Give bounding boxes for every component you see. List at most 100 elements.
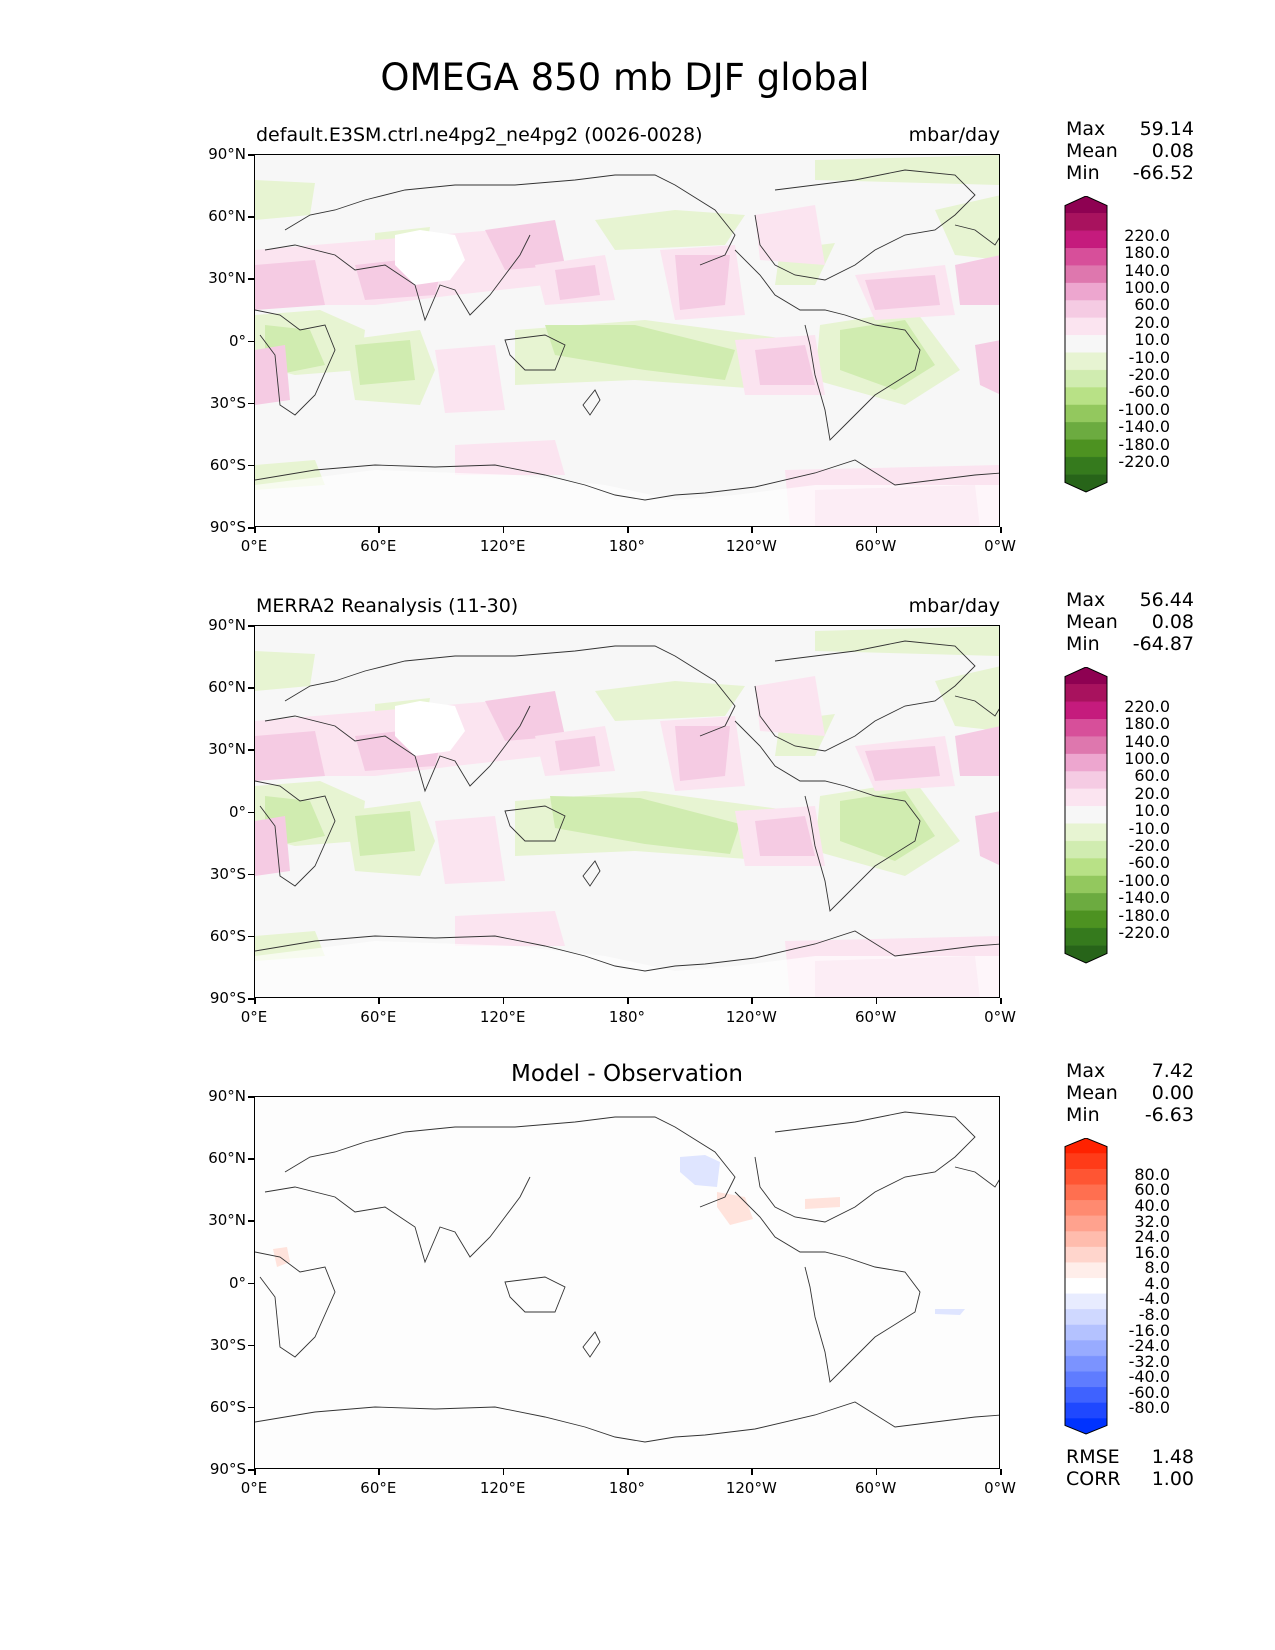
cbar1-swatch (1064, 230, 1108, 249)
panel1-ytick-mark (248, 340, 254, 342)
panel1-max-label: Max (1066, 118, 1106, 140)
cbar2-tick-label: -20.0 (1128, 836, 1170, 855)
panel1-ytick-label: 60°S (209, 455, 246, 474)
panel3-xtick-label: 180° (608, 1479, 646, 1497)
cbar3-tick-label: -4.0 (1138, 1289, 1170, 1309)
corr-value: 1.00 (1151, 1468, 1194, 1490)
cbar1-swatch (1064, 369, 1108, 388)
panel2-ytick-label: 30°N (208, 740, 246, 759)
panel1-ytick-mark (248, 154, 254, 156)
cbar3-swatch (1064, 1153, 1108, 1170)
cbar1-swatch (1064, 439, 1108, 458)
cbar1-swatch (1064, 300, 1108, 319)
panel2-xtick-mark (627, 998, 629, 1004)
cbar2-swatch (1064, 945, 1108, 964)
panel1-ytick-label: 30°N (208, 269, 246, 288)
panel3-colorbar (1064, 1137, 1108, 1440)
panel3-xtick-label: 120°E (479, 1479, 526, 1497)
cbar3-swatch (1064, 1371, 1108, 1388)
panel2-max-label: Max (1066, 589, 1106, 611)
panel1-xtick-mark (254, 527, 256, 533)
cbar1-swatch (1064, 213, 1108, 232)
cbar1-tick-label: -20.0 (1128, 365, 1170, 384)
panel2-xtick-mark (751, 998, 753, 1004)
panel2-ytick-mark (248, 749, 254, 751)
panel1-min-label: Min (1066, 162, 1100, 184)
cbar3-swatches (1064, 1137, 1108, 1435)
panel1-ytick-label: 30°S (209, 393, 246, 412)
panel3-ytick-mark (248, 1406, 254, 1409)
cbar3-swatch (1064, 1262, 1108, 1279)
cbar3-swatch (1064, 1200, 1108, 1217)
cbar2-swatch (1064, 684, 1108, 703)
panel3-ytick-mark (248, 1096, 254, 1098)
cbar2-tick-label: 20.0 (1134, 783, 1170, 803)
panel1-xtick-mark (751, 527, 753, 533)
panel3-xtick-mark (627, 1469, 629, 1475)
panel1-ytick-label: 90°N (208, 145, 246, 163)
panel1-min-value: -66.52 (1132, 162, 1194, 184)
panel3-xtick-label: 0°E (240, 1479, 268, 1497)
panel1-xtick-label: 0°E (240, 537, 268, 555)
panel2-max-value: 56.44 (1139, 589, 1194, 611)
cbar3-swatch (1064, 1355, 1108, 1372)
panel1-xtick-label: 0°W (984, 537, 1016, 555)
cbar3-tick-label: -40.0 (1128, 1367, 1170, 1387)
cbar1-tick-label: -100.0 (1118, 399, 1170, 419)
cbar3-swatch (1064, 1309, 1108, 1326)
panel1-xtick-mark (875, 527, 878, 533)
cbar2-outline (1064, 666, 1108, 964)
panel2-xtick-label: 180° (608, 1008, 646, 1026)
cbar1-swatch (1064, 387, 1108, 406)
panel3-map (254, 1096, 1000, 1469)
panel3-ytick-mark (248, 1220, 254, 1222)
cbar3-swatch (1064, 1340, 1108, 1357)
cbar1-swatch (1064, 335, 1108, 353)
cbar2-tick-label: 140.0 (1124, 731, 1170, 751)
panel3-field (255, 1097, 999, 1468)
panel1-max-value: 59.14 (1139, 118, 1194, 140)
panel3-title: Model - Observation (510, 1061, 744, 1087)
cbar2-swatch (1064, 666, 1108, 685)
panel2-mean-value: 0.08 (1151, 611, 1194, 633)
cbar2-swatch (1064, 910, 1108, 929)
cbar1-swatch (1064, 265, 1108, 284)
cbar2-swatch (1064, 753, 1108, 772)
cbar2-tick-label: -10.0 (1128, 818, 1170, 838)
cbar1-tick-label: 60.0 (1134, 295, 1170, 315)
panel1-xtick-mark (502, 527, 505, 533)
cbar3-tick-label: 32.0 (1134, 1211, 1170, 1231)
cbar3-tick-label: -24.0 (1128, 1336, 1170, 1356)
panel2-xtick-label: 120°E (479, 1008, 526, 1026)
cbar3-tick-label: 24.0 (1134, 1227, 1170, 1247)
cbar1-swatch (1064, 317, 1108, 336)
panel2-ytick-mark (248, 998, 254, 1000)
panel1-xtick-label: 180° (608, 537, 646, 555)
panel2-field (255, 626, 999, 997)
panel2-xtick-label: 0°W (984, 1008, 1016, 1026)
panel1-xtick-label: 120°E (479, 537, 526, 555)
cbar2-swatch (1064, 771, 1108, 790)
cbar2-tick-label: 10.0 (1134, 801, 1170, 821)
panel1-ytick-mark (248, 527, 254, 529)
panel2-min-value: -64.87 (1132, 633, 1194, 655)
panel3-ytick-mark (248, 1158, 254, 1160)
cbar2-tick-label: -60.0 (1128, 853, 1170, 873)
cbar2-swatch (1064, 893, 1108, 911)
panel3-ytick-mark (248, 1344, 254, 1347)
cbar2-tick-label: 220.0 (1124, 696, 1170, 716)
cbar3-swatch (1064, 1137, 1108, 1154)
cbar3-swatch (1064, 1293, 1108, 1310)
panel3-xtick-mark (502, 1469, 505, 1475)
cbar3-swatch (1064, 1168, 1108, 1185)
panel2-xtick-mark (378, 998, 380, 1004)
cbar1-tick-label: 10.0 (1134, 330, 1170, 350)
panel2-min-label: Min (1066, 633, 1100, 655)
panel1-xtick-label: 60°E (360, 537, 397, 555)
cbar2-tick-label: -140.0 (1118, 888, 1170, 908)
panel3-xtick-mark (751, 1469, 753, 1475)
cbar2-swatch (1064, 701, 1108, 720)
panel2-xtick-mark (1000, 998, 1002, 1004)
cbar3-swatch (1064, 1418, 1108, 1435)
panel1-xtick-label: 120°W (725, 537, 777, 555)
